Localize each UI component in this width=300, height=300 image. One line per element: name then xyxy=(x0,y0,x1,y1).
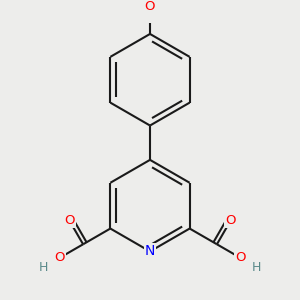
Text: H: H xyxy=(39,261,48,274)
Text: O: O xyxy=(235,251,246,264)
Text: O: O xyxy=(54,251,65,264)
Text: O: O xyxy=(64,214,75,227)
Text: N: N xyxy=(145,244,155,258)
Text: O: O xyxy=(225,214,236,227)
Text: O: O xyxy=(145,0,155,13)
Text: H: H xyxy=(252,261,261,274)
